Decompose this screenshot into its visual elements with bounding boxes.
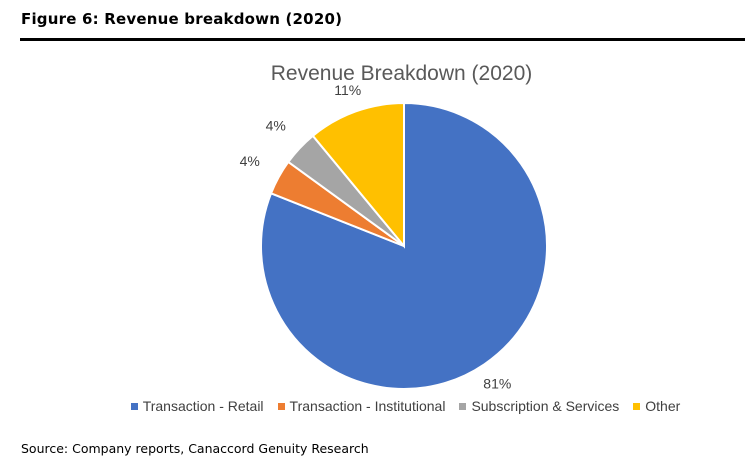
chart-title: Revenue Breakdown (2020) (270, 62, 533, 85)
title-rule (20, 38, 745, 41)
legend-swatch (130, 402, 138, 410)
legend-label: Subscription & Services (471, 398, 620, 414)
legend-item-transaction-retail: Transaction - Retail (130, 398, 264, 414)
data-label-transaction-institutional: 4% (240, 153, 260, 169)
data-label-transaction-retail: 81% (483, 375, 511, 391)
legend-item-transaction-institutional: Transaction - Institutional (277, 398, 446, 414)
legend-swatch (633, 402, 641, 410)
legend-label: Transaction - Institutional (289, 398, 446, 414)
legend-item-other: Other (633, 398, 680, 414)
data-label-other: 11% (334, 82, 361, 98)
figure-title: Figure 6: Revenue breakdown (2020) (21, 10, 343, 28)
legend-label: Transaction - Retail (142, 398, 264, 414)
source-note: Source: Company reports, Canaccord Genui… (21, 441, 369, 456)
legend-swatch (277, 402, 285, 410)
legend-label: Other (645, 398, 681, 414)
legend-item-subscription-services: Subscription & Services (459, 398, 619, 414)
legend-swatch (459, 402, 467, 410)
data-label-subscription-services: 4% (266, 118, 286, 134)
pie-slice-other (311, 101, 405, 249)
legend: Transaction - Retail Transaction - Insti… (0, 398, 745, 414)
